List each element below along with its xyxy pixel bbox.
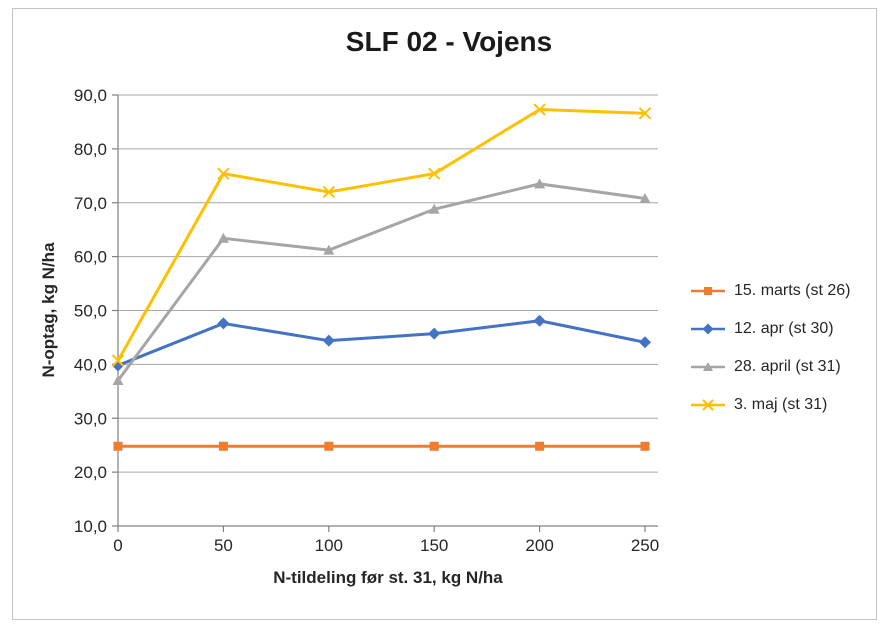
series-3	[111, 103, 652, 367]
y-tick-label: 10,0	[74, 517, 107, 536]
x-marker	[533, 103, 546, 116]
triangle-marker	[703, 362, 713, 371]
legend-label: 28. april (st 31)	[734, 358, 841, 375]
legend-label: 3. maj (st 31)	[734, 396, 828, 413]
y-tick-label: 30,0	[74, 409, 107, 428]
x-marker	[217, 167, 230, 180]
x-marker	[702, 399, 714, 411]
legend-label: 15. marts (st 26)	[734, 282, 851, 299]
square-marker	[113, 441, 123, 451]
y-tick-label: 70,0	[74, 194, 107, 213]
x-marker	[322, 185, 336, 199]
square-marker	[640, 441, 650, 451]
y-tick-label: 60,0	[74, 248, 107, 267]
legend-entry: 3. maj (st 31)	[691, 386, 850, 424]
triangle-marker	[217, 232, 229, 243]
series-0	[113, 441, 650, 451]
x-axis-title: N-tildeling før st. 31, kg N/ha	[273, 568, 503, 587]
triangle-marker	[534, 178, 546, 189]
y-tick-label: 80,0	[74, 140, 107, 159]
x-tick-label: 0	[113, 536, 122, 555]
chart-frame	[12, 8, 877, 620]
diamond-marker	[639, 336, 651, 349]
triangle-marker	[112, 375, 124, 386]
triangle-marker	[639, 192, 651, 203]
y-tick-label: 50,0	[74, 302, 107, 321]
diamond-marker	[428, 327, 441, 340]
y-tick-label: 20,0	[74, 463, 107, 482]
x-marker	[427, 167, 441, 180]
triangle-marker	[323, 244, 335, 255]
legend-entry: 12. apr (st 30)	[691, 310, 850, 348]
x-tick-label: 200	[525, 536, 553, 555]
y-tick-label: 90,0	[74, 86, 107, 105]
square-marker	[218, 441, 228, 451]
series-line	[116, 108, 646, 362]
legend-diamond-swatch	[691, 323, 725, 335]
legend-label: 12. apr (st 30)	[734, 320, 834, 337]
x-tick-label: 150	[420, 536, 448, 555]
diamond-marker	[702, 323, 714, 335]
legend-entry: 28. april (st 31)	[691, 348, 850, 386]
square-marker	[324, 441, 334, 451]
x-tick-label: 100	[315, 536, 343, 555]
legend-x-swatch	[691, 399, 725, 411]
legend-triangle-swatch	[691, 362, 725, 371]
legend-square-swatch	[691, 287, 725, 295]
triangle-marker	[428, 203, 440, 214]
series-line	[117, 319, 646, 367]
y-tick-label: 40,0	[74, 355, 107, 374]
chart-title: SLF 02 - Vojens	[345, 26, 553, 57]
x-tick-label: 50	[214, 536, 233, 555]
series-line	[116, 182, 646, 382]
square-marker	[429, 441, 439, 451]
x-marker	[111, 354, 125, 367]
x-marker	[638, 107, 652, 120]
square-marker	[704, 287, 712, 295]
series-1	[112, 314, 651, 372]
legend: 15. marts (st 26) 12. apr (st 30) 28. apri…	[691, 272, 850, 424]
diamond-marker	[533, 314, 546, 327]
legend-entry: 15. marts (st 26)	[691, 272, 850, 310]
diamond-marker	[322, 334, 335, 347]
diamond-marker	[217, 317, 230, 330]
series-2	[112, 178, 651, 386]
square-marker	[535, 441, 545, 451]
x-tick-label: 250	[631, 536, 659, 555]
